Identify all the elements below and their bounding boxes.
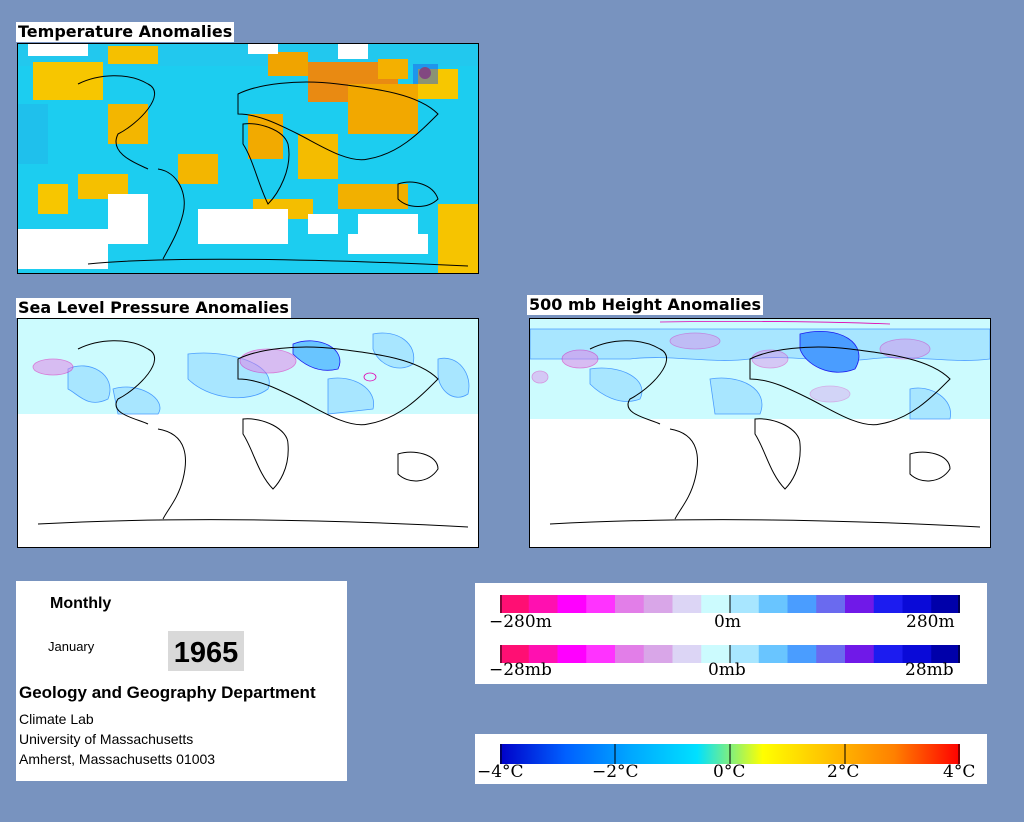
height500-anomaly-map — [529, 318, 991, 548]
height-scale-min-label: −280m — [489, 612, 552, 632]
scale-swatch — [528, 645, 558, 663]
scale-swatch — [500, 645, 530, 663]
info-panel: Monthly January 1965 Geology and Geograp… — [16, 581, 347, 781]
period-label: Monthly — [50, 595, 112, 612]
scale-swatch — [758, 645, 788, 663]
scale-swatch — [500, 595, 530, 613]
temp-scale-label: −2°C — [592, 762, 639, 782]
scale-swatch — [643, 645, 673, 663]
scale-swatch — [873, 645, 903, 663]
scale-swatch — [873, 595, 903, 613]
scale-swatch — [615, 645, 645, 663]
scale-swatch — [931, 645, 960, 663]
scale-swatch — [787, 645, 817, 663]
scale-swatch — [672, 645, 702, 663]
pressure-scale-max-label: 28mb — [905, 660, 954, 680]
height-color-scale — [500, 595, 960, 613]
scale-swatch — [816, 595, 846, 613]
scale-swatch — [528, 595, 558, 613]
scale-swatch — [730, 595, 760, 613]
scale-swatch — [701, 645, 731, 663]
scale-swatch — [557, 595, 587, 613]
temp-scale-label: 2°C — [827, 762, 860, 782]
scale-swatch — [672, 595, 702, 613]
scale-swatch — [816, 645, 846, 663]
scale-swatch — [787, 595, 817, 613]
height-scale-zero-label: 0m — [714, 612, 741, 632]
scale-swatch — [701, 595, 731, 613]
slp-anomaly-map — [17, 318, 479, 548]
scale-swatch — [931, 595, 960, 613]
scale-swatch — [902, 645, 932, 663]
temp-scale-label: −4°C — [477, 762, 524, 782]
scale-swatch — [845, 595, 875, 613]
year-display: 1965 — [168, 631, 244, 671]
temperature-anomaly-map — [17, 43, 479, 274]
scale-swatch — [586, 595, 616, 613]
temperature-legend: −4°C −2°C 0°C 2°C 4°C — [475, 734, 987, 784]
scale-swatch — [615, 595, 645, 613]
height500-map-title: 500 mb Height Anomalies — [527, 295, 764, 315]
month-label: January — [48, 639, 95, 654]
temperature-map-title: Temperature Anomalies — [16, 22, 235, 42]
height-scale-max-label: 280m — [906, 612, 955, 632]
temperature-color-scale — [500, 744, 960, 764]
address-line: Amherst, Massachusetts 01003 — [19, 751, 216, 767]
scale-swatch — [643, 595, 673, 613]
department-name: Geology and Geography Department — [19, 683, 316, 702]
scale-swatch — [730, 645, 760, 663]
scale-swatch — [758, 595, 788, 613]
scale-swatch — [902, 595, 932, 613]
temp-scale-label: 4°C — [943, 762, 976, 782]
slp-map-title: Sea Level Pressure Anomalies — [16, 298, 291, 318]
scale-swatch — [845, 645, 875, 663]
scale-swatch — [557, 645, 587, 663]
address-line: Climate Lab — [19, 711, 94, 727]
pressure-scale-zero-label: 0mb — [708, 660, 746, 680]
address-line: University of Massachusetts — [19, 731, 194, 747]
height-pressure-legend: −280m 0m 280m −28mb 0mb 28mb — [475, 583, 987, 684]
pressure-scale-min-label: −28mb — [489, 660, 552, 680]
scale-swatch — [586, 645, 616, 663]
pressure-color-scale — [500, 645, 960, 663]
temp-scale-label: 0°C — [713, 762, 746, 782]
